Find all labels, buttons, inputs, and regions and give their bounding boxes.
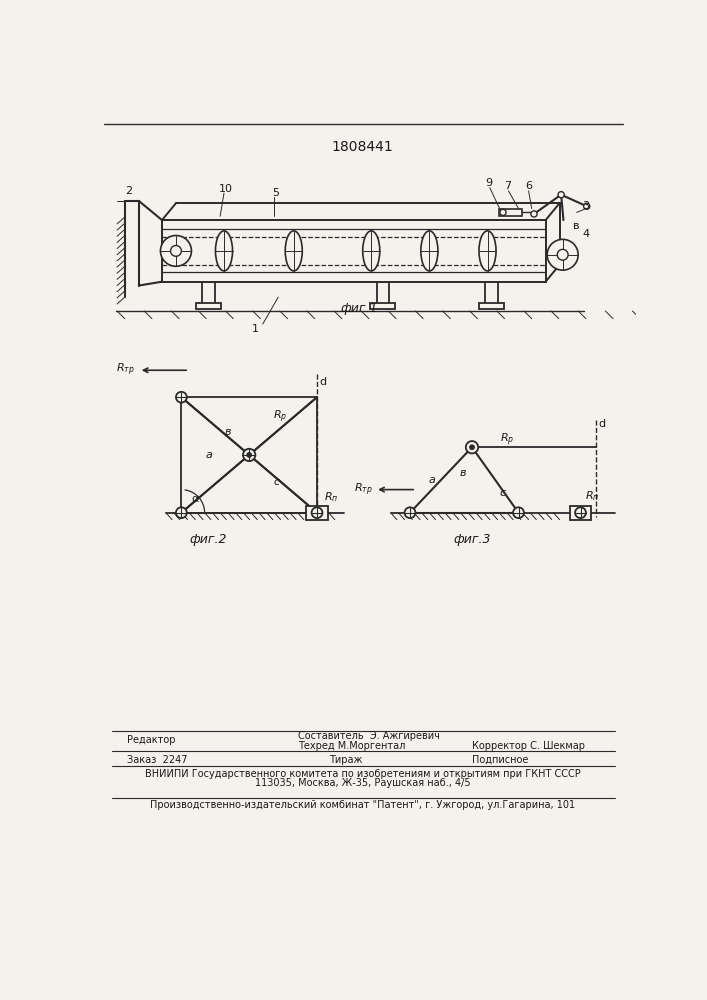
Text: Составитель  Э. Ажгиревич: Составитель Э. Ажгиревич — [298, 731, 440, 741]
Circle shape — [500, 209, 506, 215]
Circle shape — [583, 203, 590, 209]
Circle shape — [176, 392, 187, 403]
Circle shape — [160, 235, 192, 266]
Bar — [479, 303, 504, 309]
Text: 2: 2 — [125, 186, 132, 196]
Text: в: в — [573, 221, 580, 231]
Text: $R_р$: $R_р$ — [273, 408, 287, 425]
Ellipse shape — [285, 231, 303, 271]
Bar — [306, 506, 328, 520]
Circle shape — [404, 507, 416, 518]
Text: α: α — [192, 494, 199, 504]
Ellipse shape — [421, 231, 438, 271]
Circle shape — [469, 445, 474, 450]
Ellipse shape — [216, 231, 233, 271]
Text: d: d — [320, 377, 327, 387]
Circle shape — [547, 239, 578, 270]
Text: 10: 10 — [218, 184, 233, 194]
Text: ВНИИПИ Государственного комитета по изобретениям и открытиям при ГКНТ СССР: ВНИИПИ Государственного комитета по изоб… — [145, 769, 580, 779]
Circle shape — [557, 249, 568, 260]
Text: 1: 1 — [252, 324, 259, 334]
Text: c: c — [273, 477, 279, 487]
Bar — [570, 506, 591, 520]
Circle shape — [312, 507, 322, 518]
Text: Заказ  2247: Заказ 2247 — [127, 755, 187, 765]
Bar — [499, 209, 522, 216]
Circle shape — [247, 453, 252, 457]
Text: $R_{тр}$: $R_{тр}$ — [116, 362, 135, 378]
Text: c: c — [500, 488, 506, 498]
Text: a: a — [205, 450, 212, 460]
Text: d: d — [599, 419, 606, 429]
Text: 3: 3 — [583, 201, 590, 211]
Text: 9: 9 — [486, 178, 493, 188]
Text: в: в — [225, 427, 231, 437]
Ellipse shape — [479, 231, 496, 271]
Circle shape — [176, 507, 187, 518]
Text: фиг.3: фиг.3 — [453, 533, 491, 546]
Text: Тираж: Тираж — [329, 755, 362, 765]
Bar — [370, 303, 395, 309]
Text: 1808441: 1808441 — [332, 140, 394, 154]
Text: фиг.2: фиг.2 — [189, 533, 227, 546]
Bar — [162, 220, 546, 282]
Text: 7: 7 — [504, 181, 511, 191]
Circle shape — [575, 507, 586, 518]
Text: в: в — [460, 468, 466, 478]
Text: 5: 5 — [272, 188, 279, 198]
Text: $R_п$: $R_п$ — [585, 489, 600, 503]
Text: Редактор: Редактор — [127, 735, 175, 745]
Text: 113035, Москва, Ж-35, Раушская наб., 4/5: 113035, Москва, Ж-35, Раушская наб., 4/5 — [255, 778, 471, 788]
Bar — [196, 303, 221, 309]
Text: Производственно-издательский комбинат "Патент", г. Ужгород, ул.Гагарина, 101: Производственно-издательский комбинат "П… — [150, 800, 575, 810]
Text: фиг.1: фиг.1 — [341, 302, 378, 315]
Ellipse shape — [363, 231, 380, 271]
Circle shape — [170, 246, 182, 256]
Text: 6: 6 — [525, 181, 532, 191]
Text: Корректор С. Шекмар: Корректор С. Шекмар — [472, 741, 585, 751]
Text: $R_п$: $R_п$ — [324, 490, 338, 504]
Circle shape — [558, 192, 564, 198]
Circle shape — [531, 211, 537, 217]
Text: Техред М.Моргентал: Техред М.Моргентал — [298, 741, 405, 751]
Text: 4: 4 — [583, 229, 590, 239]
Text: Подписное: Подписное — [472, 755, 528, 765]
Circle shape — [513, 507, 524, 518]
Text: $R_р$: $R_р$ — [500, 431, 514, 448]
Text: $R_{тр}$: $R_{тр}$ — [354, 481, 373, 498]
Circle shape — [243, 449, 255, 461]
Text: a: a — [428, 475, 435, 485]
Circle shape — [466, 441, 478, 453]
